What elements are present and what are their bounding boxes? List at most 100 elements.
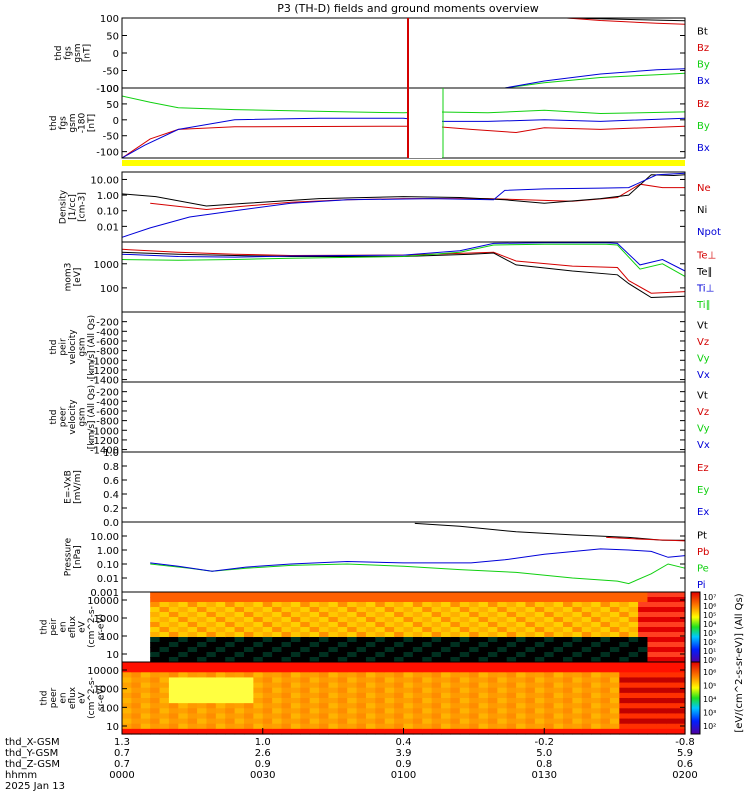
colorbar-tick: 10⁵: [703, 682, 716, 691]
y-tick-label: 10.00: [90, 175, 119, 186]
y-label-line: gsm: [73, 43, 83, 62]
y-tick-label: 0.6: [103, 476, 119, 487]
page-title: P3 (TH-D) fields and ground moments over…: [277, 2, 539, 15]
y-ticks: -200-400-600-800-1000-1200-1400: [90, 318, 685, 387]
x-tick-hhmm: 0130: [532, 770, 557, 781]
colorbar-tick: 10⁷: [703, 593, 716, 602]
y-label-line: [km/s] (All Qs): [87, 385, 97, 449]
y-label-line: en: [59, 692, 69, 703]
colorbar-tick: 10⁶: [703, 668, 716, 677]
legend: Bt Bz By Bx: [697, 26, 710, 87]
legend-entry: Ne: [697, 183, 711, 194]
y-label-line: peer: [49, 687, 59, 708]
y-label-line: [eV]: [73, 268, 83, 287]
x-tick-x_gsm: -0.2: [534, 737, 554, 748]
x-tick-z_gsm: 0.9: [255, 759, 271, 770]
y-tick-label: -600: [96, 407, 119, 418]
legend-entry: Bz: [697, 43, 709, 54]
colorbar-tick: 10⁴: [703, 695, 716, 704]
y-tick-label: 0.0: [103, 518, 119, 529]
x-tick-z_gsm: 0.6: [677, 759, 693, 770]
legend-entry: Vz: [697, 407, 709, 418]
colorbar-bottom: [690, 661, 701, 735]
y-tick-label: 0.10: [97, 560, 119, 571]
series-line-black: [121, 174, 686, 207]
y-label-line: peer: [59, 406, 69, 427]
y-label-line: (cm^2-s-: [87, 606, 97, 648]
legend-entry: Ez: [697, 463, 709, 474]
legend: Te⊥ Te∥ Ti⊥ Ti∥: [696, 250, 716, 311]
legend-entry: By: [697, 121, 710, 132]
y-label-line: Density: [59, 189, 69, 224]
y-tick-label: 1000: [94, 614, 119, 625]
y-axis-label: thd fgs gsm [nT]: [54, 43, 93, 62]
y-tick-label: 100: [100, 703, 119, 714]
y-tick-label: 0.10: [97, 207, 119, 218]
y-tick-label: 0.4: [103, 490, 119, 501]
y-tick-label: -100: [96, 148, 119, 159]
y-tick-label: -200: [96, 388, 119, 399]
series-line-blue: [504, 68, 686, 89]
legend-entry: Bx: [697, 76, 710, 87]
panel-frame: [121, 241, 686, 313]
x-tick-hhmm: 0200: [672, 770, 697, 781]
colorbar-tick: 10²: [703, 722, 716, 731]
y-label-line: eV: [78, 691, 88, 704]
legend-entry: Pi: [697, 580, 706, 591]
y-tick-label: -600: [96, 337, 119, 348]
legend: Ne Ni Npot: [697, 183, 721, 238]
series-line-green: [504, 72, 686, 89]
y-label-line: thd: [40, 691, 50, 706]
y-tick-label: -1400: [90, 446, 119, 457]
series-line-green: [150, 563, 686, 585]
legend-entry: Te∥: [696, 267, 713, 278]
y-tick-label: 1000: [94, 685, 119, 696]
legend-entry: Vx: [697, 370, 710, 381]
y-ticks: 1000 100: [94, 260, 685, 295]
y-tick-label: 0.8: [103, 462, 119, 473]
y-label-line: thd: [54, 46, 64, 61]
y-label-line: [km/s] (All Qs): [87, 315, 97, 379]
y-axis-label: thd peir velocity gsm [km/s] (All Qs): [49, 315, 97, 379]
y-label-line: [mV/m]: [73, 470, 83, 504]
colorbar-tick: 10⁵: [703, 611, 716, 620]
y-tick-label: -800: [96, 417, 119, 428]
x-tick-y_gsm: 3.9: [396, 748, 412, 759]
legend-entry: Ti⊥: [696, 283, 714, 294]
y-tick-label: -1200: [90, 366, 119, 377]
y-label-line: thd: [49, 410, 59, 425]
x-row-label: thd_Z-GSM: [5, 759, 60, 770]
colorbar-label: [eV/(cm^2-s-sr-eV)] (All Qs): [734, 593, 745, 732]
y-tick-label: 1.00: [97, 546, 119, 557]
legend-entry: Vy: [697, 353, 710, 364]
y-axis-label: Density [1/cc] [cm-3]: [59, 189, 88, 224]
y-axis-label: thd fgs gsm -180 [nT]: [49, 113, 97, 134]
y-tick-label: -1000: [90, 426, 119, 437]
y-tick-label: 100: [100, 84, 119, 95]
series-line-green: [121, 243, 686, 277]
y-ticks: 1.0 0.8 0.6 0.4 0.2 0.0: [103, 448, 685, 529]
y-label-line: E=-VxB: [63, 470, 73, 504]
legend-entry: Pe: [697, 563, 709, 574]
y-label-line: eV: [78, 620, 88, 633]
series-line-green: [121, 95, 686, 115]
y-tick-label: 0.01: [97, 222, 119, 233]
y-label-line: sr-eV): [97, 614, 107, 640]
y-axis-label: Pressure [nPa]: [63, 537, 83, 576]
series-line-red: [606, 536, 686, 542]
legend-entry: Bt: [697, 26, 708, 37]
colorbar-tick: 10¹: [703, 647, 716, 656]
panel-frame: [121, 521, 686, 593]
panel-fgs_gsm_m180: 100 50 0 -50 -100 thd fgs gsm -180 [nT] Bz By Bx: [49, 84, 710, 159]
series-line-black: [121, 251, 686, 299]
y-label-line: [1/cc]: [68, 194, 78, 220]
colorbar-label-text: [eV/(cm^2-s-sr-eV)] (All Qs): [734, 593, 745, 732]
colorbar-tick: 10³: [703, 709, 716, 718]
y-label-line: gsm: [78, 337, 88, 356]
y-axis-label: E=-VxB [mV/m]: [63, 470, 83, 504]
colorbar-top: [690, 591, 701, 663]
y-label-line: velocity: [68, 399, 78, 435]
